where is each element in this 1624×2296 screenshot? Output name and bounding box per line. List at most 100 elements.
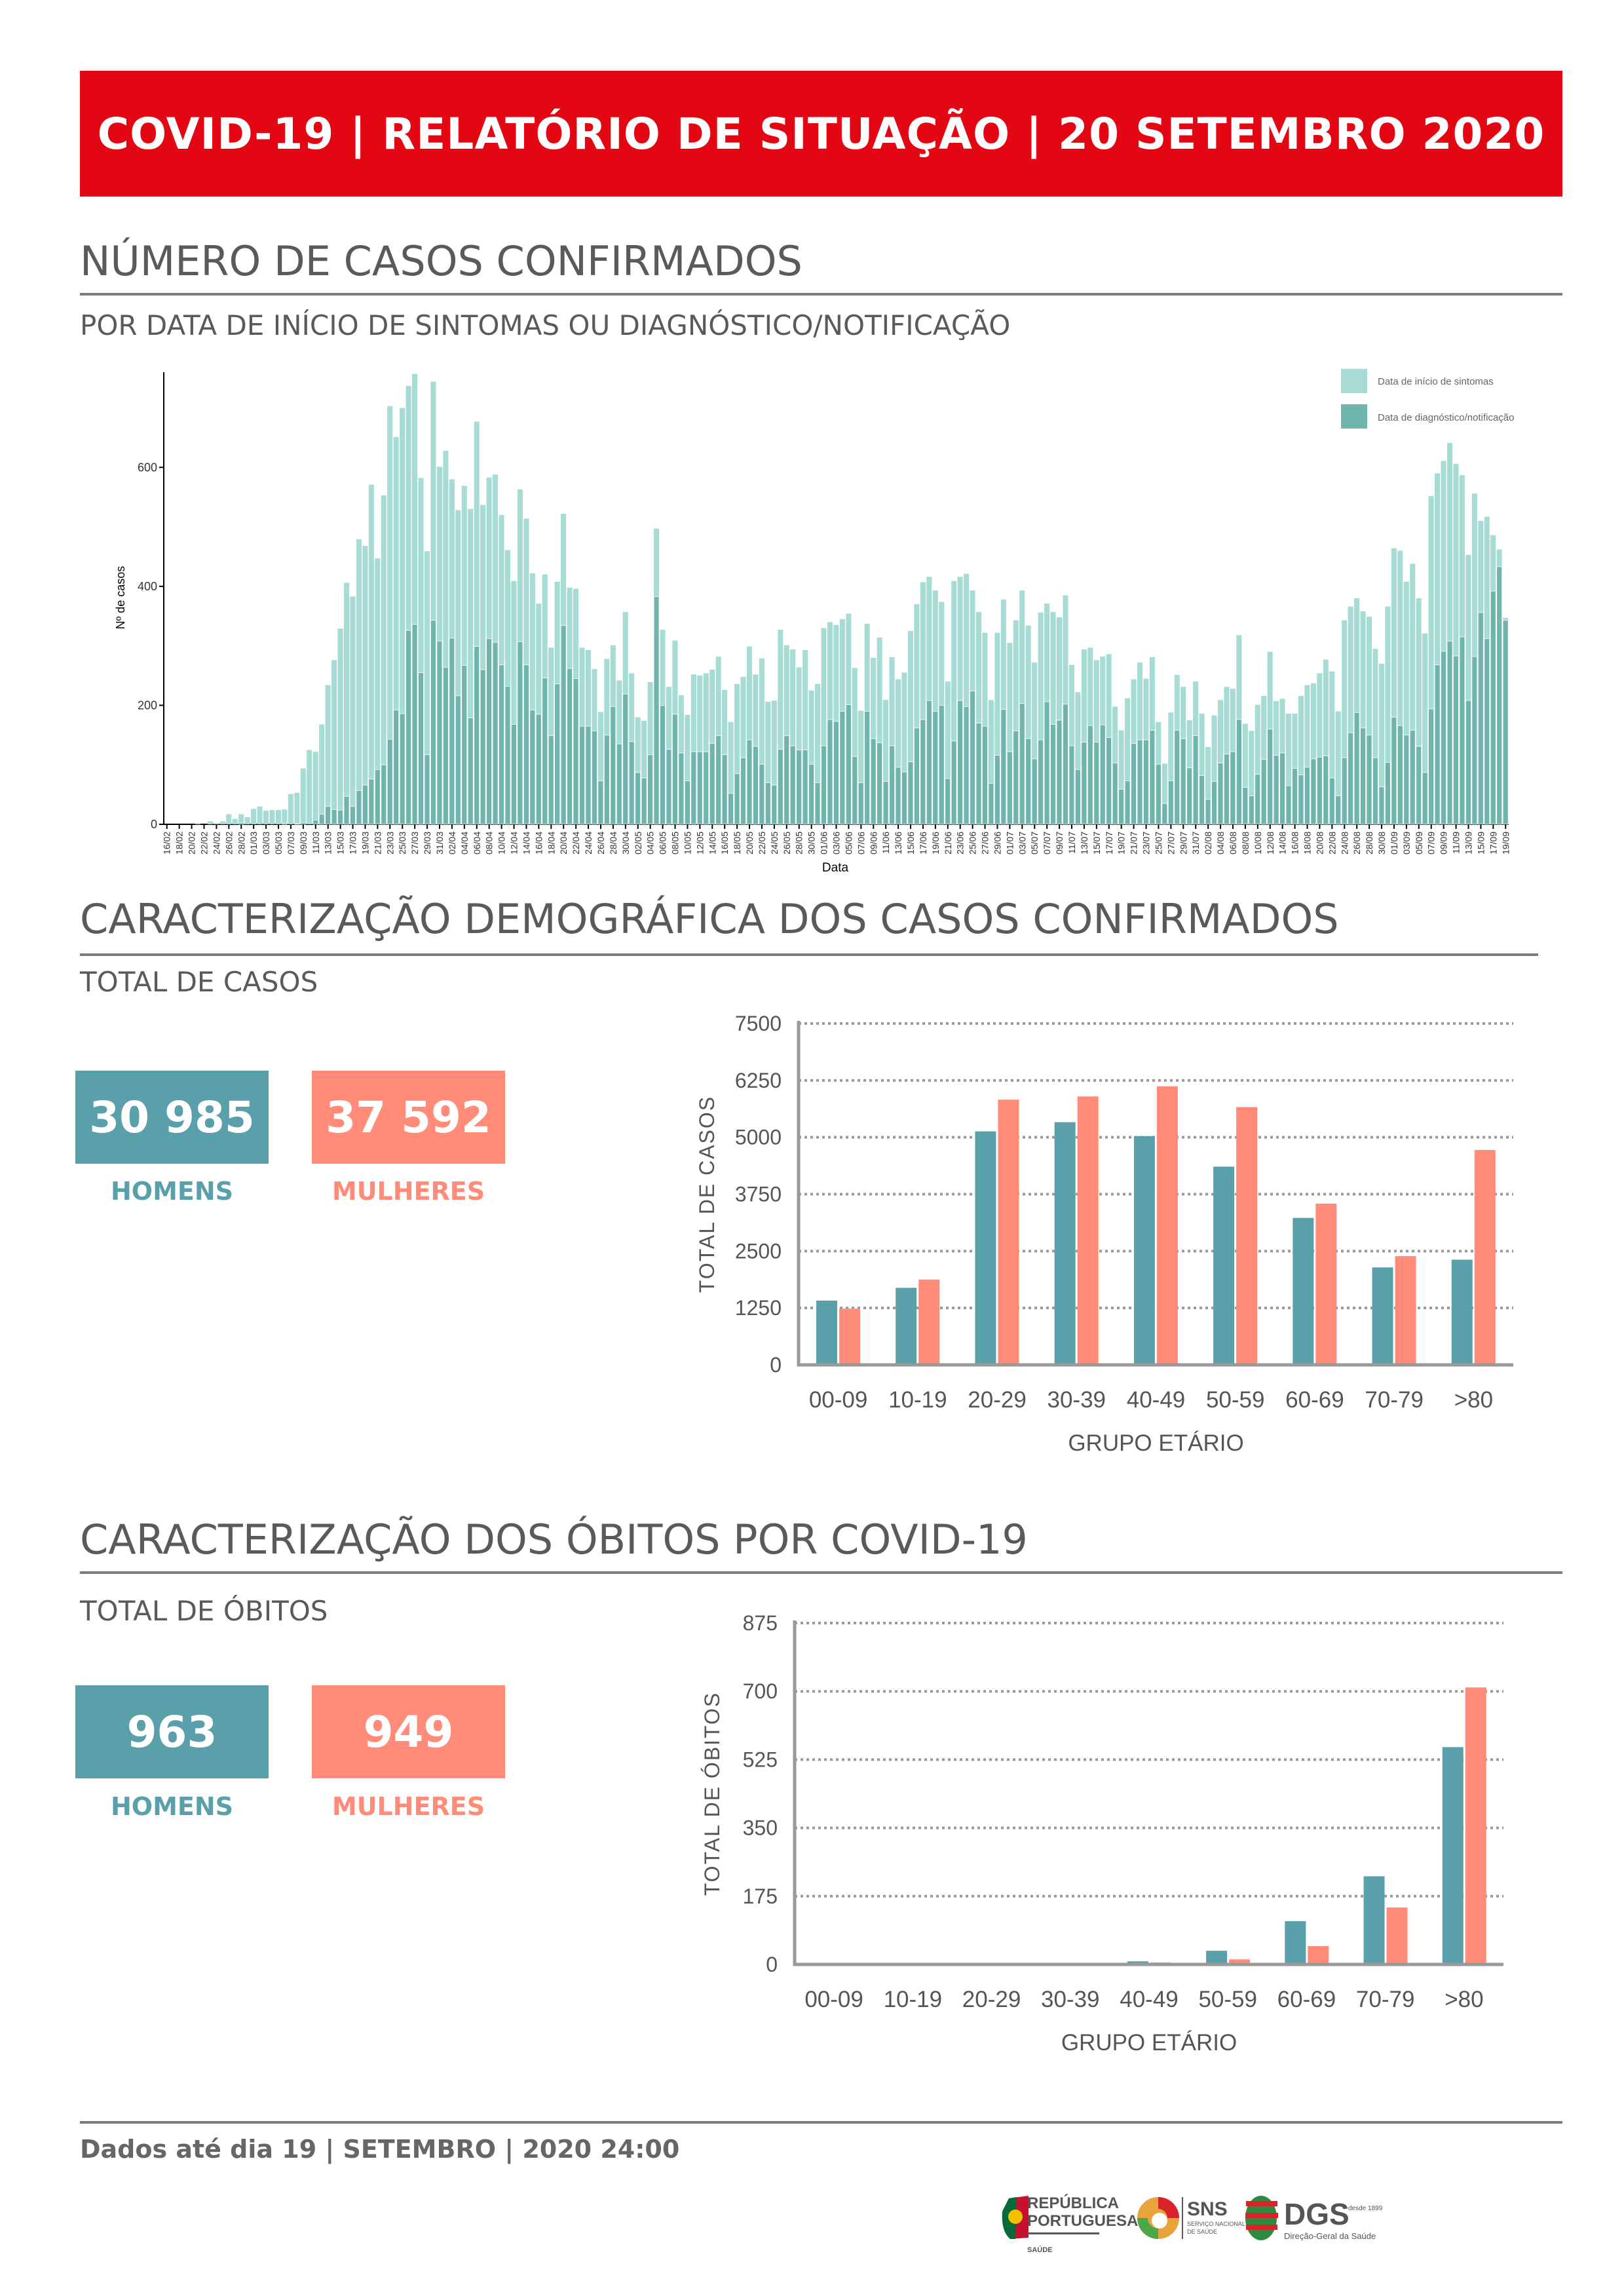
bar-diagnosis xyxy=(1273,755,1279,825)
x-axis-label: GRUPO ETÁRIO xyxy=(1068,1430,1243,1456)
bar-diagnosis xyxy=(300,822,307,825)
bar-diagnosis xyxy=(1441,651,1446,825)
bar-onset xyxy=(1403,581,1409,824)
bar-onset xyxy=(1217,700,1224,824)
x-tick-label: 12/08 xyxy=(1265,832,1275,854)
bar-onset xyxy=(1168,712,1174,824)
bar-men xyxy=(1363,1876,1385,1964)
x-tick-label: 16/04 xyxy=(533,832,544,854)
x-tick-label: 06/05 xyxy=(658,832,668,854)
bar-onset xyxy=(362,546,368,824)
bar-diagnosis xyxy=(517,641,523,825)
x-tick-label: 11/07 xyxy=(1067,832,1077,854)
bar-diagnosis xyxy=(1459,636,1465,825)
bar-diagnosis xyxy=(814,782,821,825)
bar-men xyxy=(1206,1951,1228,1964)
bar-diagnosis xyxy=(1143,739,1149,825)
y-tick-label: 2500 xyxy=(735,1239,782,1263)
bar-diagnosis xyxy=(362,784,368,825)
x-tick-label: 17/09 xyxy=(1488,832,1498,854)
logo-republica-line3: SAÚDE xyxy=(1027,2246,1053,2254)
bar-diagnosis xyxy=(535,714,542,825)
bar-women xyxy=(1229,1959,1251,1964)
y-tick-label: 200 xyxy=(138,698,157,712)
bar-diagnosis xyxy=(1137,739,1143,825)
x-tick-label: 10/08 xyxy=(1253,832,1263,854)
men-deaths-value: 963 xyxy=(126,1706,217,1757)
bar-diagnosis xyxy=(387,738,393,825)
x-tick-label: 21/03 xyxy=(372,832,383,854)
bar-diagnosis xyxy=(474,646,480,825)
report-header: COVID-19 | RELATÓRIO DE SITUAÇÃO | 20 SE… xyxy=(80,71,1562,197)
x-tick-label: 04/05 xyxy=(645,832,656,854)
bar-women xyxy=(918,1279,940,1365)
bar-diagnosis xyxy=(1490,590,1496,825)
x-tick-label: 02/04 xyxy=(447,832,457,854)
x-tick-label: 19/09 xyxy=(1500,832,1511,854)
bar-onset xyxy=(1038,612,1044,824)
x-tick-label: 10-19 xyxy=(888,1387,947,1413)
x-tick-label: 13/09 xyxy=(1463,832,1474,854)
bar-diagnosis xyxy=(808,763,814,825)
x-tick-label: 21/06 xyxy=(943,832,953,854)
bar-onset xyxy=(1068,664,1074,824)
x-tick-label: 20/08 xyxy=(1314,832,1325,854)
section-divider xyxy=(80,953,1538,956)
x-tick-label: 10/05 xyxy=(682,832,692,854)
x-tick-label: 15/07 xyxy=(1091,832,1102,854)
bar-onset xyxy=(1410,564,1416,824)
x-axis-label: Data xyxy=(822,861,849,875)
bar-diagnosis xyxy=(1106,737,1112,825)
bar-diagnosis xyxy=(1428,708,1435,825)
bar-diagnosis xyxy=(1087,725,1093,825)
bar-onset xyxy=(282,809,288,824)
bar-onset xyxy=(765,701,771,824)
x-tick-label: 03/03 xyxy=(261,832,271,854)
bar-onset xyxy=(932,590,938,824)
x-tick-label: 18/04 xyxy=(546,832,556,854)
bar-diagnosis xyxy=(1155,763,1161,825)
bar-onset xyxy=(1372,649,1378,824)
bar-onset xyxy=(597,712,603,824)
logo-dgs-name: DGS xyxy=(1284,2197,1350,2231)
bar-men xyxy=(1451,1259,1473,1365)
x-tick-label: 05/03 xyxy=(273,832,284,854)
x-tick-label: 19/07 xyxy=(1116,832,1127,854)
bar-diagnosis xyxy=(759,763,765,825)
bar-diagnosis xyxy=(1149,730,1156,825)
x-tick-label: 22/02 xyxy=(198,832,209,854)
bar-onset xyxy=(269,810,275,824)
bar-onset xyxy=(690,674,696,824)
bar-diagnosis xyxy=(1285,785,1292,825)
bar-diagnosis xyxy=(542,678,548,825)
bar-diagnosis xyxy=(1093,742,1100,825)
logo-dgs-since: desde 1899 xyxy=(1348,2205,1383,2212)
bar-diagnosis xyxy=(957,700,964,825)
x-tick-label: 15/09 xyxy=(1475,832,1486,854)
bar-diagnosis xyxy=(399,713,406,825)
x-tick-label: 50-59 xyxy=(1198,1987,1257,2012)
section-title-demographics: CARACTERIZAÇÃO DEMOGRÁFICA DOS CASOS CON… xyxy=(80,895,1339,943)
bar-diagnosis xyxy=(406,630,412,825)
bar-diagnosis xyxy=(895,767,901,825)
bar-diagnosis xyxy=(430,620,436,825)
bar-onset xyxy=(294,792,300,824)
bar-diagnosis xyxy=(926,700,932,825)
bar-onset xyxy=(337,628,343,824)
section-subtitle-total-cases: TOTAL DE CASOS xyxy=(80,966,318,998)
x-tick-label: 02/08 xyxy=(1203,832,1213,854)
bar-women xyxy=(998,1100,1019,1365)
bar-diagnosis xyxy=(1230,751,1236,825)
bar-men xyxy=(1133,1136,1155,1365)
bar-diagnosis xyxy=(281,822,288,825)
bar-onset xyxy=(400,408,406,824)
bar-women xyxy=(1386,1907,1408,1964)
x-tick-label: 13/07 xyxy=(1079,832,1089,854)
bar-onset xyxy=(759,658,765,824)
bar-diagnosis xyxy=(1074,769,1081,825)
bar-diagnosis xyxy=(1477,612,1484,825)
bar-diagnosis xyxy=(1348,732,1354,825)
bar-men xyxy=(1372,1267,1393,1365)
logo-republica-line2: PORTUGUESA xyxy=(1027,2212,1138,2230)
x-tick-label: 16/08 xyxy=(1290,832,1300,854)
